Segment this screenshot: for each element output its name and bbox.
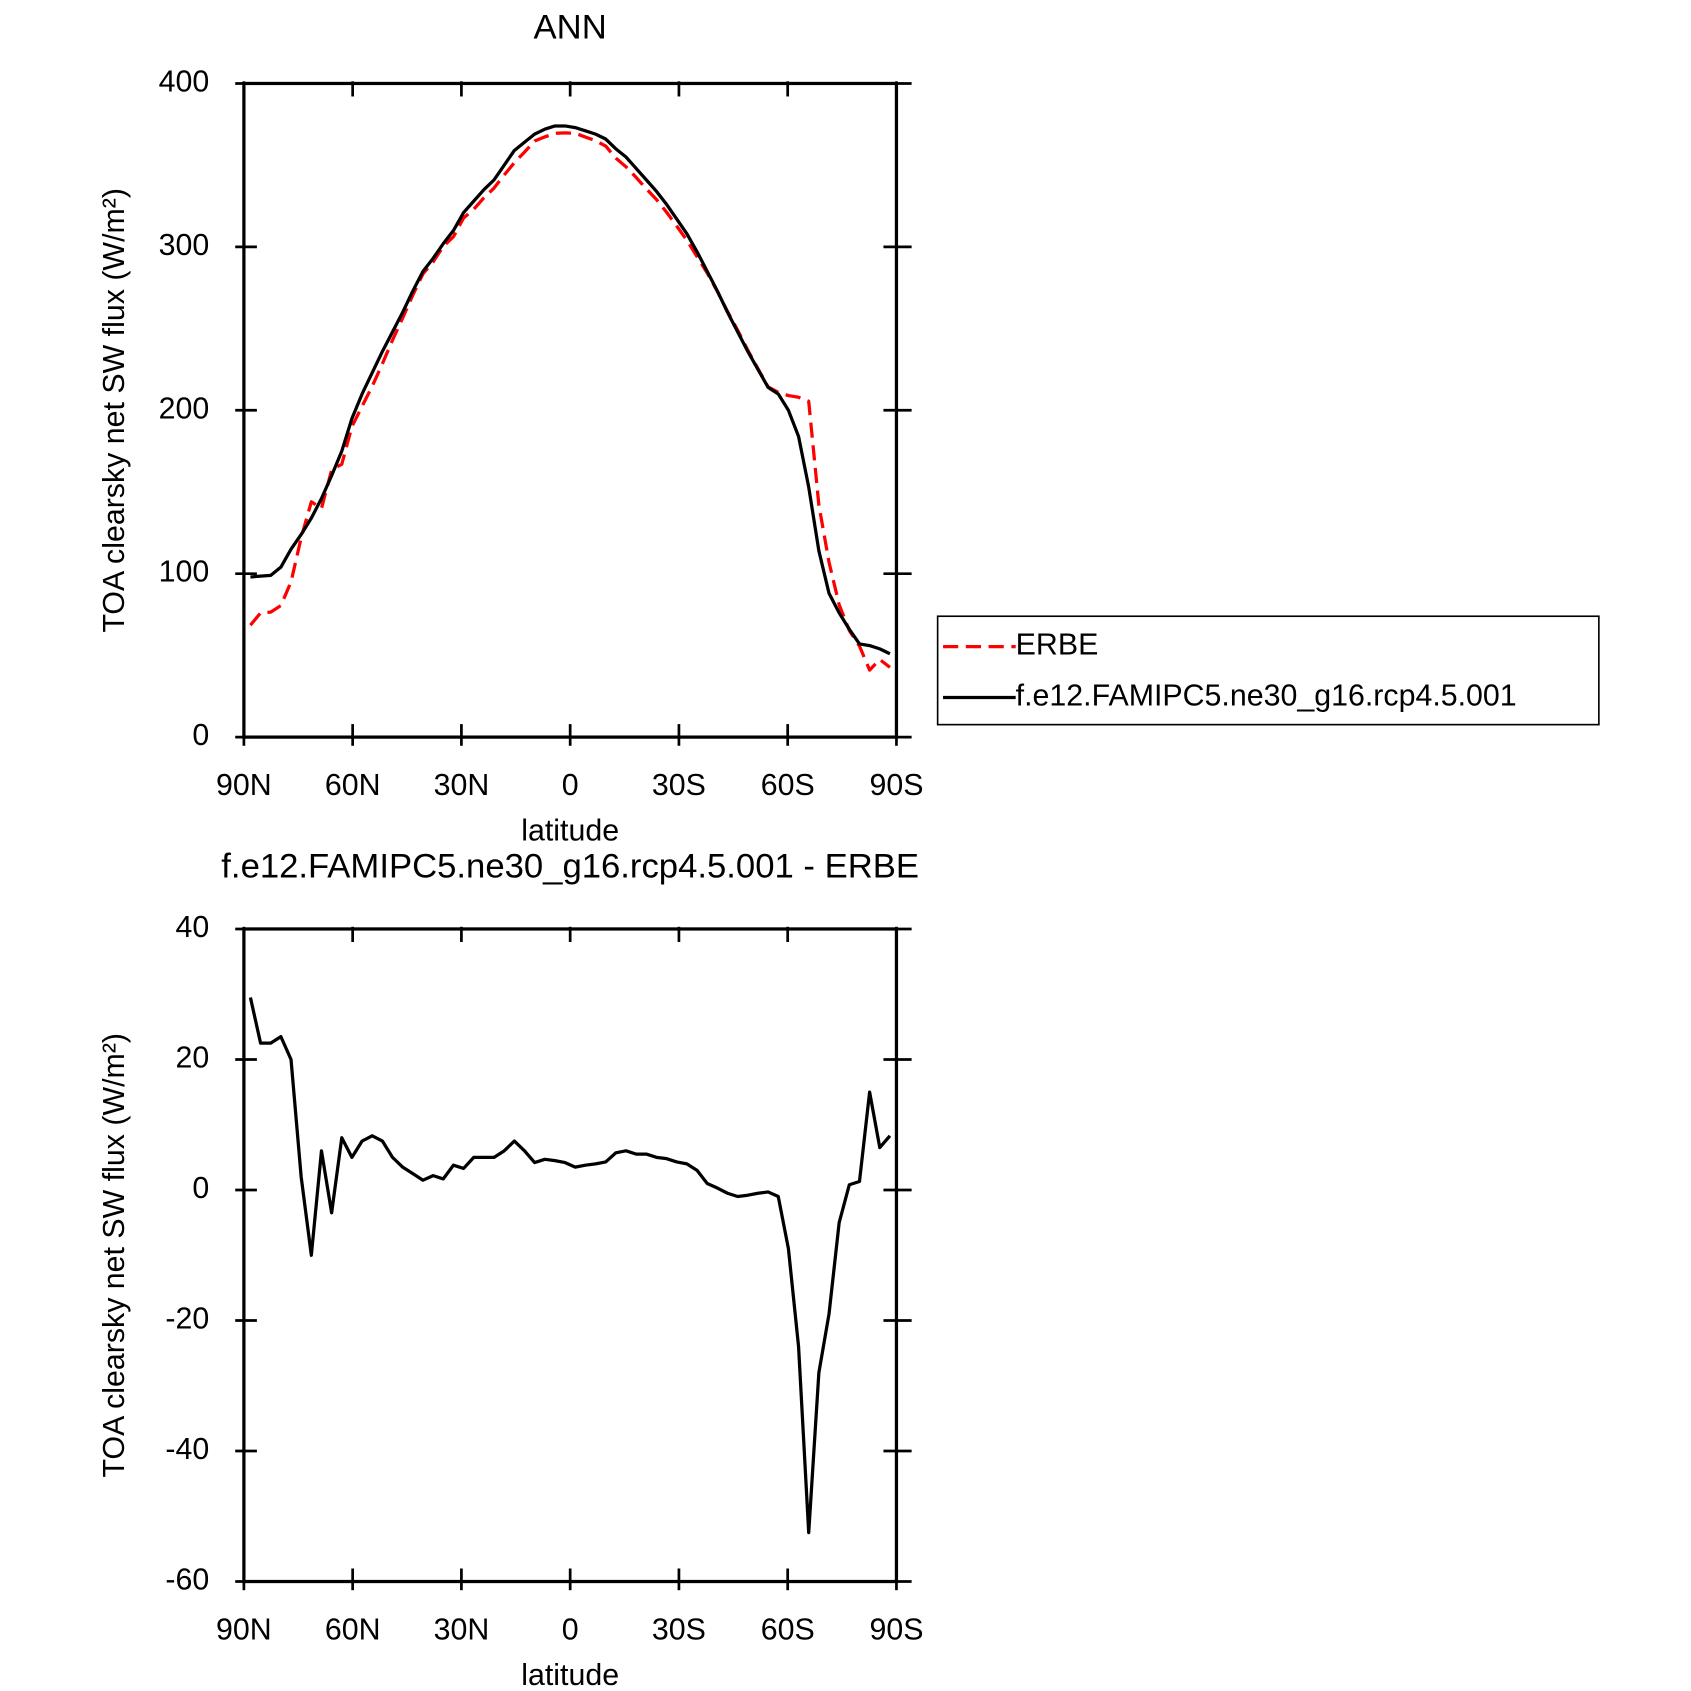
- x-tick-label: 60N: [325, 769, 381, 802]
- x-axis-label: latitude: [521, 815, 619, 848]
- chart-title: ANN: [534, 8, 607, 46]
- y-tick-label: -40: [165, 1433, 209, 1466]
- x-tick-label: 90S: [869, 1613, 923, 1646]
- x-tick-label: 30N: [434, 1613, 490, 1646]
- x-tick-label: 30S: [652, 769, 706, 802]
- x-tick-label: 30S: [652, 1613, 706, 1646]
- legend-label: f.e12.FAMIPC5.ne30_g16.rcp4.5.001: [1016, 680, 1517, 713]
- series-line: [248, 997, 892, 1535]
- x-tick-label: 60S: [761, 769, 815, 802]
- y-axis-label: TOA clearsky net SW flux (W/m²): [98, 1033, 131, 1478]
- y-tick-label: -60: [165, 1564, 209, 1597]
- x-tick-label: 0: [562, 1613, 579, 1646]
- x-axis-label: latitude: [521, 1659, 619, 1691]
- x-tick-label: 60S: [761, 1613, 815, 1646]
- x-tick-label: 60N: [325, 1613, 381, 1646]
- y-tick-label: 400: [159, 65, 210, 98]
- legend-box: [936, 615, 1600, 726]
- chart-title: f.e12.FAMIPC5.ne30_g16.rcp4.5.001 - ERBE: [221, 847, 919, 885]
- series-line: [250, 124, 891, 656]
- y-tick-label: 0: [192, 1172, 209, 1205]
- legend-label: ERBE: [1016, 629, 1099, 662]
- plot-frame: [242, 81, 899, 739]
- y-tick-label: 40: [175, 911, 209, 944]
- panel: ANN latitude TOA clearsky net SW flux (W/m…: [98, 8, 1600, 848]
- y-tick-label: -20: [165, 1303, 209, 1336]
- y-axis-label: TOA clearsky net SW flux (W/m²): [98, 188, 131, 633]
- y-tick-label: 0: [192, 719, 209, 752]
- panel: f.e12.FAMIPC5.ne30_g16.rcp4.5.001 - ERBE…: [98, 847, 923, 1691]
- x-tick-label: 90N: [216, 769, 272, 802]
- x-tick-label: 90S: [869, 769, 923, 802]
- y-tick-label: 200: [159, 392, 210, 425]
- x-tick-label: 30N: [434, 769, 490, 802]
- y-tick-label: 20: [175, 1041, 209, 1074]
- plot-frame: [242, 927, 899, 1584]
- x-tick-label: 0: [562, 769, 579, 802]
- x-tick-label: 90N: [216, 1613, 272, 1646]
- y-tick-label: 100: [159, 556, 210, 589]
- legend: ERBE f.e12.FAMIPC5.ne30_g16.rcp4.5.001: [936, 615, 1600, 726]
- series-line: [249, 131, 891, 672]
- y-tick-label: 300: [159, 229, 210, 262]
